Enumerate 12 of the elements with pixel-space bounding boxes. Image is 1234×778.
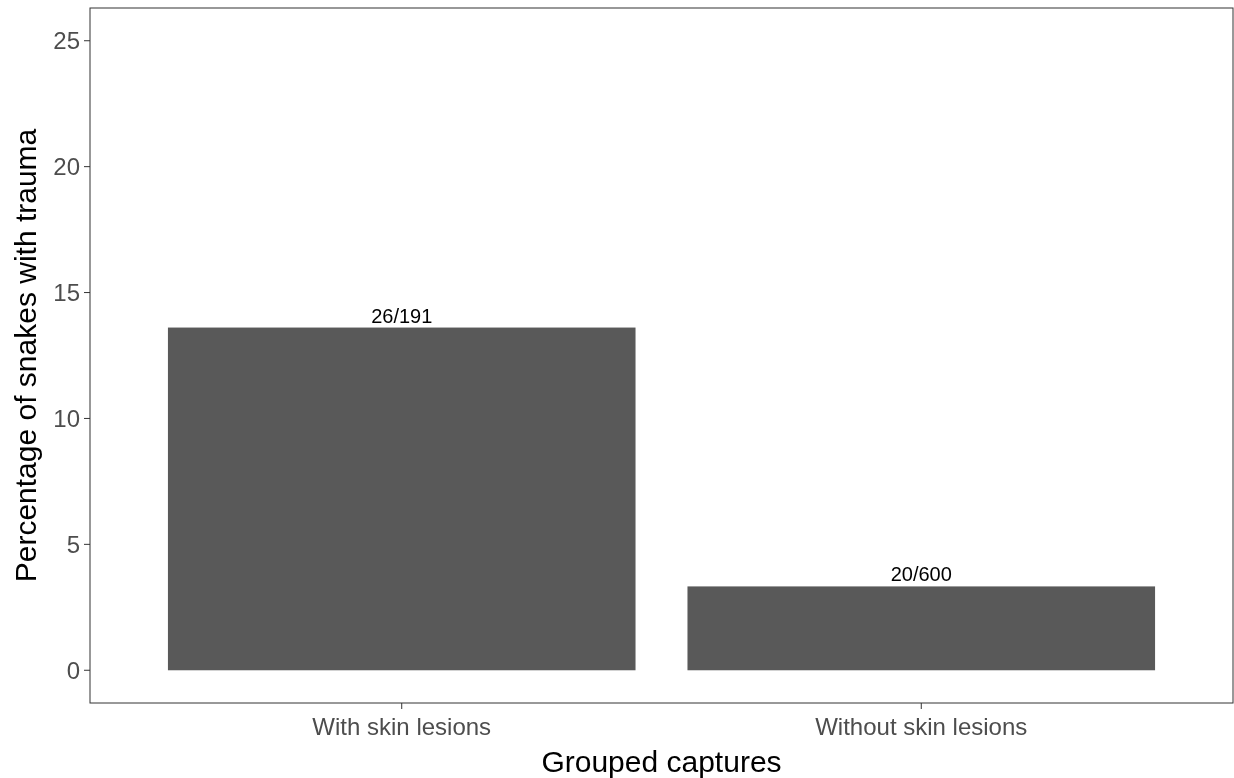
data-label: 20/600 <box>890 563 952 586</box>
x-axis-title: Grouped captures <box>541 745 782 778</box>
y-tick-label: 0 <box>66 656 80 684</box>
y-tick-label: 5 <box>66 530 80 558</box>
y-axis-title: Percentage of snakes with trauma <box>9 128 42 583</box>
data-label: 26/191 <box>371 304 433 327</box>
y-tick-label: 10 <box>53 404 80 432</box>
x-tick-label: Without skin lesions <box>815 713 1028 740</box>
x-tick-label: With skin lesions <box>312 713 492 740</box>
y-tick-label: 20 <box>53 153 80 181</box>
y-tick-label: 25 <box>53 27 80 55</box>
y-tick-label: 15 <box>53 278 80 306</box>
